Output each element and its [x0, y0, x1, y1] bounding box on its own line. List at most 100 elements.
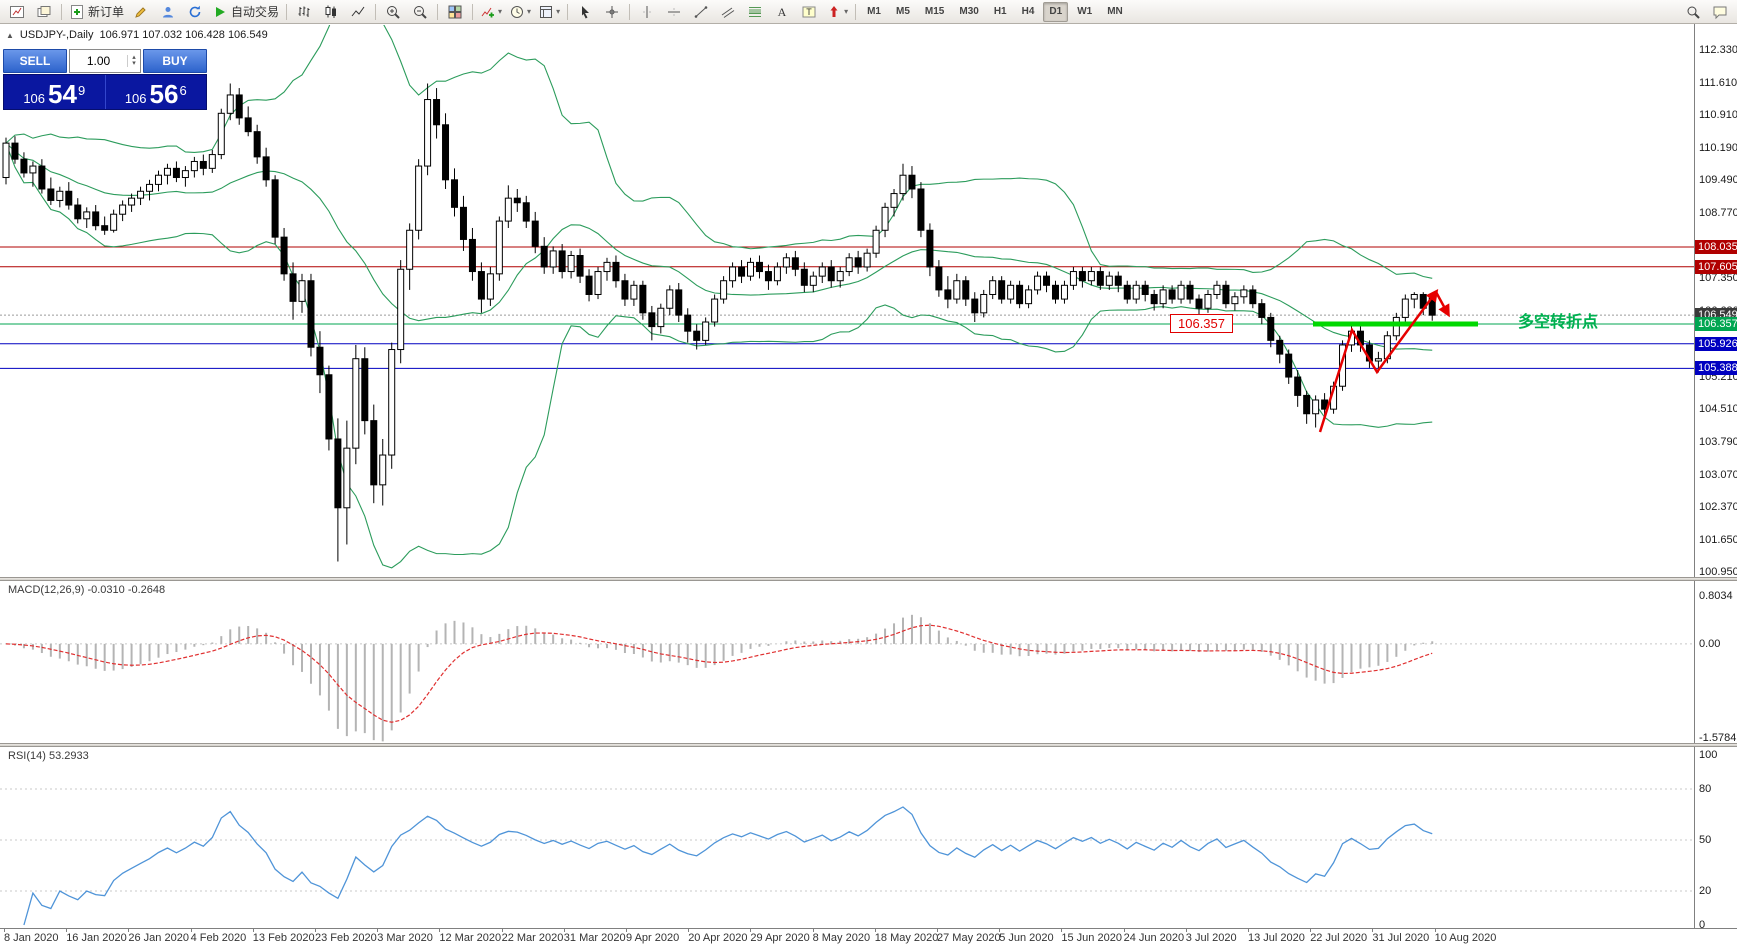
turning-point-note[interactable]: 多空转折点 [1518, 314, 1599, 331]
time-axis-label: 24 Jun 2020 [1123, 932, 1185, 944]
sell-price[interactable]: 106 54 9 [23, 79, 86, 109]
toolbar-separator [629, 3, 631, 20]
price-axis-label: 103.790 [1699, 435, 1737, 448]
equidistant-channel-icon [720, 4, 736, 20]
candlestick-chart-button[interactable] [318, 1, 344, 23]
crosshair-icon [604, 4, 620, 20]
buy-price[interactable]: 106 56 6 [124, 79, 187, 109]
new-order-button[interactable]: 新订单 [66, 1, 127, 23]
sell-button[interactable]: SELL [3, 49, 67, 73]
fibonacci-button[interactable] [742, 1, 768, 23]
rsi-axis-label: 0 [1699, 919, 1706, 931]
rsi-axis-label: 80 [1699, 783, 1712, 795]
volume-stepper[interactable]: 1.00 ▴ ▾ [69, 49, 141, 73]
time-axis-label: 20 Apr 2020 [688, 932, 748, 944]
price-axis-marker: 107.605 [1695, 259, 1737, 274]
price-axis-label: 104.510 [1699, 402, 1737, 415]
timeframe-d1-button[interactable]: D1 [1043, 1, 1069, 22]
search-button[interactable] [1680, 1, 1706, 23]
toolbar-separator [472, 3, 474, 20]
profiles-button[interactable] [31, 1, 57, 23]
autotrading-button[interactable]: 自动交易 [209, 1, 282, 23]
tile-windows-button[interactable] [442, 1, 468, 23]
time-axis-tick [1123, 929, 1125, 932]
price-chart[interactable] [0, 0, 1694, 946]
chat-button[interactable] [1707, 1, 1733, 23]
price-axis-label: 102.370 [1699, 500, 1737, 513]
svg-text:A: A [778, 5, 787, 19]
vertical-line-icon [639, 4, 655, 20]
price-axis-label: 109.490 [1699, 174, 1737, 187]
volume-down-icon[interactable]: ▾ [132, 60, 136, 67]
chat-icon [1712, 4, 1728, 20]
timeframe-h4-button[interactable]: H4 [1021, 5, 1035, 17]
time-axis-tick [1434, 929, 1436, 932]
rsi-axis-label: 100 [1699, 749, 1718, 761]
time-axis-label: 9 Apr 2020 [626, 932, 680, 944]
line-chart-button[interactable] [345, 1, 371, 23]
price-level-label[interactable]: 106.357 [1170, 314, 1233, 333]
time-axis-label: 26 Jan 2020 [128, 932, 189, 944]
new-chart-button[interactable] [4, 1, 30, 23]
timeframe-mn-button[interactable]: MN [1107, 5, 1123, 17]
arrows-button[interactable]: ▾ [823, 1, 851, 23]
time-axis-tick [563, 929, 565, 932]
volume-up-icon[interactable]: ▴ [132, 54, 136, 61]
zoom-in-button[interactable] [380, 1, 406, 23]
time-axis[interactable]: 8 Jan 2020 16 Jan 2020 26 Jan 2020 4 Feb 20… [0, 928, 1737, 946]
fibonacci-icon [747, 4, 763, 20]
metaeditor-button[interactable] [128, 1, 154, 23]
time-axis-tick [999, 929, 1001, 932]
bar-chart-button[interactable] [291, 1, 317, 23]
crosshair-button[interactable] [599, 1, 625, 23]
time-axis-label: 29 Apr 2020 [750, 932, 810, 944]
time-axis-label: 5 Jun 2020 [999, 932, 1054, 944]
timeframe-w1-button[interactable]: W1 [1077, 5, 1093, 17]
timeframe-m15-button[interactable]: M15 [924, 5, 945, 17]
trendline-button[interactable] [688, 1, 714, 23]
one-click-collapse-icon[interactable]: ▲ [6, 30, 14, 40]
price-divider [104, 75, 106, 109]
text-label-button[interactable]: T [796, 1, 822, 23]
panel-splitter[interactable] [0, 577, 1737, 581]
volume-arrows[interactable]: ▴ ▾ [127, 54, 140, 67]
price-axis[interactable]: 112.330 111.610 110.910 110.190 109.490 108.7… [1694, 24, 1737, 946]
tile-windows-icon [447, 4, 463, 20]
time-axis-tick [1061, 929, 1063, 932]
dropdown-arrow-icon: ▾ [498, 7, 503, 16]
price-axis-label: 100.950 [1699, 566, 1737, 578]
timeframe-m5-button[interactable]: M5 [896, 5, 910, 17]
rsi-axis-label: 20 [1699, 885, 1712, 897]
cursor-button[interactable] [572, 1, 598, 23]
time-axis-tick [128, 929, 130, 932]
timeframe-h1-button[interactable]: H1 [993, 5, 1007, 17]
equidistant-channel-button[interactable] [715, 1, 741, 23]
timeframe-m1-button[interactable]: M1 [867, 5, 881, 17]
volume-value[interactable]: 1.00 [86, 54, 111, 68]
cycles-icon [509, 4, 525, 20]
time-axis-label: 16 Jan 2020 [66, 932, 127, 944]
time-axis-tick [812, 929, 814, 932]
chart-title: ▲ USDJPY-,Daily 106.971 107.032 106.428 … [6, 29, 268, 41]
refresh-button[interactable] [182, 1, 208, 23]
cycles-button[interactable]: ▾ [506, 1, 534, 23]
templates-button[interactable]: ▾ [535, 1, 563, 23]
time-axis-label: 31 Jul 2020 [1372, 932, 1430, 944]
time-axis-label: 13 Jul 2020 [1248, 932, 1305, 944]
toolbar-separator [437, 3, 439, 20]
autotrading-icon [212, 4, 228, 20]
buy-button[interactable]: BUY [143, 49, 207, 73]
panel-splitter[interactable] [0, 743, 1737, 747]
timeframe-m30-button[interactable]: M30 [959, 5, 979, 17]
dropdown-arrow-icon: ▾ [844, 7, 849, 16]
zoom-out-button[interactable] [407, 1, 433, 23]
new-indicator-button[interactable]: ▾ [477, 1, 505, 23]
new-order-label: 新订单 [88, 5, 125, 19]
vertical-line-button[interactable] [634, 1, 660, 23]
market-watch-button[interactable] [155, 1, 181, 23]
svg-text:T: T [806, 7, 812, 17]
time-axis-label: 18 May 2020 [874, 932, 939, 944]
text-button[interactable]: A [769, 1, 795, 23]
horizontal-line-button[interactable] [661, 1, 687, 23]
toolbar-separator [61, 3, 62, 20]
